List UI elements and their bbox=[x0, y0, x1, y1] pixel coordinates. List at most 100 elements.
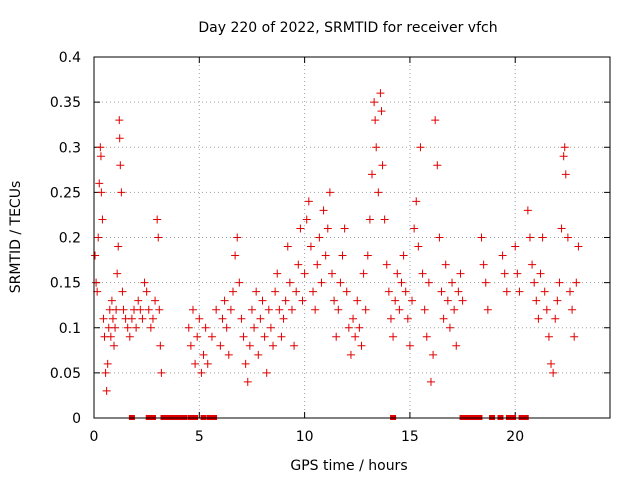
data-point bbox=[144, 305, 153, 314]
data-point bbox=[542, 305, 551, 314]
data-point bbox=[393, 269, 402, 278]
data-point bbox=[188, 305, 197, 314]
data-point bbox=[549, 368, 558, 377]
x-axis-label: GPS time / hours bbox=[290, 458, 407, 474]
data-point bbox=[229, 287, 238, 296]
data-point bbox=[269, 341, 278, 350]
data-point bbox=[410, 224, 419, 233]
data-point bbox=[418, 269, 427, 278]
data-point bbox=[116, 161, 125, 170]
data-point bbox=[572, 278, 581, 287]
data-point bbox=[309, 287, 318, 296]
data-point bbox=[361, 305, 370, 314]
data-point bbox=[256, 314, 265, 323]
data-point bbox=[201, 323, 210, 332]
data-point bbox=[426, 377, 435, 386]
data-point bbox=[420, 305, 429, 314]
data-point bbox=[108, 314, 117, 323]
data-point bbox=[117, 188, 126, 197]
data-point bbox=[357, 341, 366, 350]
y-tick-label: 0.1 bbox=[59, 321, 81, 337]
data-point bbox=[395, 305, 404, 314]
data-point bbox=[193, 332, 202, 341]
data-point bbox=[563, 233, 572, 242]
data-point bbox=[91, 251, 100, 260]
data-point bbox=[414, 242, 423, 251]
data-point bbox=[431, 116, 440, 125]
y-tick-label: 0.25 bbox=[50, 185, 81, 201]
data-point bbox=[110, 341, 119, 350]
data-point bbox=[233, 233, 242, 242]
data-point bbox=[184, 323, 193, 332]
data-point bbox=[397, 278, 406, 287]
data-point bbox=[254, 350, 263, 359]
data-point bbox=[245, 341, 254, 350]
data-point bbox=[479, 260, 488, 269]
data-point bbox=[118, 287, 127, 296]
data-point bbox=[300, 269, 309, 278]
data-point bbox=[376, 89, 385, 98]
data-point bbox=[445, 323, 454, 332]
data-point bbox=[351, 332, 360, 341]
data-point bbox=[114, 242, 123, 251]
data-point bbox=[456, 269, 465, 278]
data-point bbox=[559, 152, 568, 161]
data-point bbox=[380, 215, 389, 224]
data-point bbox=[224, 350, 233, 359]
data-point bbox=[568, 305, 577, 314]
data-point bbox=[538, 233, 547, 242]
data-point bbox=[275, 305, 284, 314]
data-point bbox=[186, 341, 195, 350]
data-point bbox=[359, 269, 368, 278]
data-point bbox=[148, 314, 157, 323]
data-point bbox=[127, 314, 136, 323]
data-point bbox=[344, 323, 353, 332]
data-point bbox=[136, 305, 145, 314]
data-point bbox=[216, 341, 225, 350]
data-point bbox=[374, 188, 383, 197]
data-point bbox=[294, 260, 303, 269]
data-point bbox=[368, 170, 377, 179]
data-point bbox=[191, 359, 200, 368]
data-point bbox=[560, 143, 569, 152]
data-point bbox=[101, 368, 110, 377]
data-point bbox=[96, 152, 105, 161]
data-point bbox=[382, 260, 391, 269]
data-point bbox=[405, 341, 414, 350]
data-point bbox=[243, 377, 252, 386]
data-point bbox=[515, 287, 524, 296]
data-point bbox=[155, 305, 164, 314]
data-point bbox=[226, 305, 235, 314]
data-point bbox=[355, 323, 364, 332]
data-point bbox=[157, 368, 166, 377]
data-point bbox=[222, 323, 231, 332]
data-point bbox=[154, 233, 163, 242]
data-point bbox=[231, 251, 240, 260]
data-point bbox=[342, 287, 351, 296]
data-point bbox=[134, 296, 143, 305]
data-point bbox=[283, 242, 292, 251]
data-point bbox=[123, 323, 132, 332]
data-point bbox=[237, 314, 246, 323]
data-point bbox=[437, 287, 446, 296]
data-point bbox=[199, 350, 208, 359]
data-point bbox=[441, 260, 450, 269]
data-point bbox=[372, 143, 381, 152]
x-tick-label: 0 bbox=[90, 429, 99, 445]
data-point bbox=[319, 206, 328, 215]
data-point bbox=[285, 278, 294, 287]
data-point bbox=[132, 323, 141, 332]
data-point bbox=[330, 296, 339, 305]
data-point bbox=[534, 314, 543, 323]
data-point bbox=[378, 161, 387, 170]
data-point bbox=[553, 296, 562, 305]
data-point bbox=[429, 350, 438, 359]
data-point bbox=[207, 332, 216, 341]
data-point bbox=[235, 278, 244, 287]
data-point bbox=[96, 143, 105, 152]
data-point bbox=[363, 251, 372, 260]
data-point bbox=[103, 359, 112, 368]
data-point bbox=[481, 278, 490, 287]
